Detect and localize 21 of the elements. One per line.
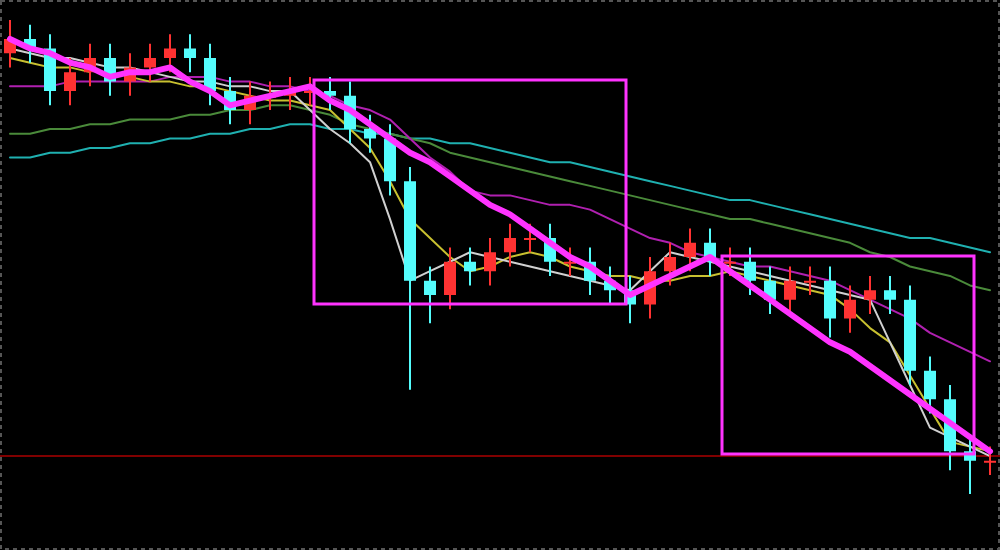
candlestick: [924, 356, 936, 414]
candlestick: [804, 266, 816, 295]
candlestick: [784, 266, 796, 314]
candlestick: [864, 275, 876, 314]
candlestick: [844, 285, 856, 333]
candlestick: [144, 43, 156, 82]
candlestick: [464, 247, 476, 286]
candlestick: [484, 238, 496, 286]
candlestick: [404, 166, 416, 390]
candlestick: [664, 242, 676, 286]
candlestick: [884, 275, 896, 314]
candlestick: [424, 266, 436, 324]
candlestick: [384, 124, 396, 196]
candlestick: [904, 285, 916, 385]
candlestick: [504, 223, 516, 267]
candlestick: [64, 57, 76, 106]
candlestick: [444, 247, 456, 310]
candlestick: [184, 34, 196, 73]
candlestick: [164, 34, 176, 73]
candlestick: [684, 228, 696, 272]
candlestick: [824, 266, 836, 338]
